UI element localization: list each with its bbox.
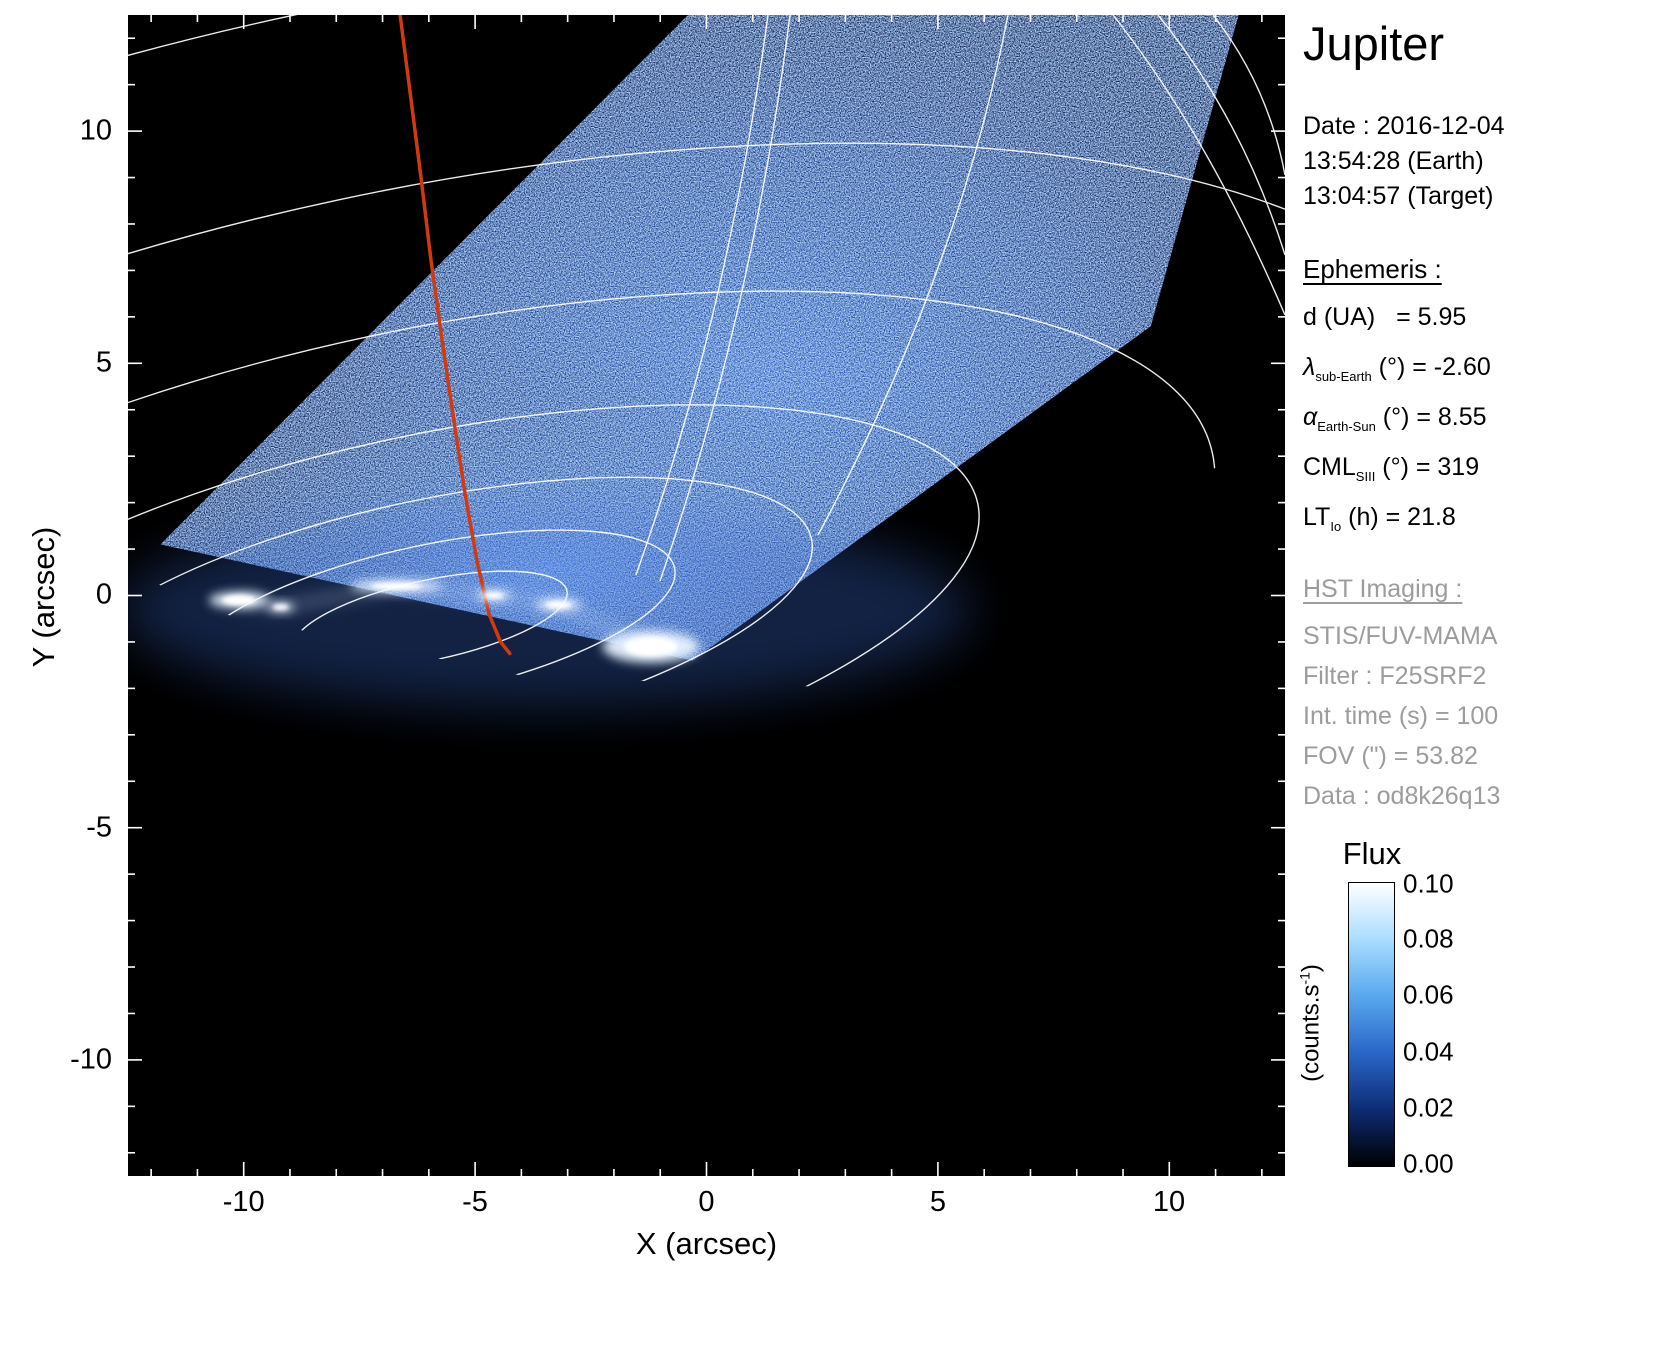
hst-imaging-line: Filter : F25SRF2 <box>1303 662 1487 690</box>
y-axis-title: Y (arcsec) <box>26 526 61 668</box>
colorbar-unit: (counts.s-1) <box>1297 964 1326 1082</box>
ephemeris-value: (°) = -2.60 <box>1371 353 1491 381</box>
ephemeris-line: CMLSIII (°) = 319 <box>1303 447 1675 497</box>
ephemeris-subscript: Io <box>1330 519 1342 534</box>
colorbar-tick-label: 0.00 <box>1403 1148 1454 1179</box>
detector-field-emission <box>128 15 1285 1176</box>
y-tick-label: -10 <box>70 1043 112 1076</box>
colorbar-title: Flux <box>1342 836 1402 871</box>
ephemeris-quantity: α <box>1303 403 1318 431</box>
ephemeris-quantity: LT <box>1303 503 1331 531</box>
colorbar-tick-label: 0.02 <box>1403 1092 1454 1123</box>
colorbar-unit-exponent: -1 <box>1296 972 1313 985</box>
time-target: 13:04:57 (Target) <box>1303 182 1494 210</box>
y-tick-label: 5 <box>95 346 112 379</box>
colorbar-tick-label: 0.10 <box>1403 868 1454 899</box>
colorbar-tick-label: 0.06 <box>1403 979 1454 1010</box>
ephemeris-subscript: sub-Earth <box>1315 369 1372 384</box>
y-tick-label: 10 <box>79 114 112 147</box>
ephemeris-line: d (UA) = 5.95 <box>1303 297 1675 347</box>
axis-tick-marks <box>128 15 1285 1176</box>
footprint-track-and-auroral-spots <box>208 15 700 663</box>
ephemeris-line: LTIo (h) = 21.8 <box>1303 497 1675 547</box>
hst-imaging-list: STIS/FUV-MAMA Filter : F25SRF2 Int. time… <box>1303 616 1675 816</box>
hst-imaging-line: STIS/FUV-MAMA <box>1303 622 1498 650</box>
x-tick-label: -5 <box>462 1186 488 1218</box>
ephemeris-subscript: Earth-Sun <box>1317 419 1376 434</box>
hst-imaging-line: Int. time (s) = 100 <box>1303 702 1499 730</box>
ephemeris-quantity: d (UA) <box>1303 303 1376 331</box>
ephemeris-value: (h) = 21.8 <box>1341 503 1456 531</box>
x-tick-label: 0 <box>698 1186 715 1218</box>
hst-imaging-header: HST Imaging : <box>1303 575 1463 603</box>
x-tick-label: 5 <box>929 1186 947 1218</box>
ephemeris-subscript: SIII <box>1355 469 1376 484</box>
y-tick-label: -5 <box>86 811 112 844</box>
ephemeris-quantity: λ <box>1303 353 1316 381</box>
target-name: Jupiter <box>1303 17 1445 70</box>
ephemeris-header: Ephemeris : <box>1303 254 1442 284</box>
hst-imaging-line: Data : od8k26q13 <box>1303 782 1501 810</box>
y-tick-label: 0 <box>95 578 112 611</box>
aurora-image-plot <box>128 15 1285 1176</box>
ephemeris-line: αEarth-Sun (°) = 8.55 <box>1303 397 1675 447</box>
hst-imaging-line: FOV (") = 53.82 <box>1303 742 1478 770</box>
x-tick-label: -10 <box>222 1186 265 1218</box>
colorbar-unit-pre: (counts.s <box>1297 984 1325 1082</box>
ephemeris-list: d (UA) = 5.95 λsub-Earth (°) = -2.60 αEa… <box>1303 297 1675 547</box>
coordinate-graticule <box>128 15 1285 687</box>
time-earth: 13:54:28 (Earth) <box>1303 147 1484 175</box>
ephemeris-value: (°) = 8.55 <box>1375 403 1487 431</box>
observation-date: Date : 2016-12-04 <box>1303 112 1505 140</box>
ephemeris-line: λsub-Earth (°) = -2.60 <box>1303 347 1675 397</box>
ephemeris-value: (°) = 319 <box>1375 453 1480 481</box>
observation-times: Date : 2016-12-04 13:54:28 (Earth) 13:04… <box>1303 109 1675 214</box>
colorbar-unit-post: ) <box>1297 964 1325 973</box>
flux-colorbar-gradient <box>1348 882 1395 1167</box>
colorbar-tick-label: 0.08 <box>1403 923 1454 954</box>
ephemeris-value: = 5.95 <box>1375 303 1467 331</box>
colorbar-tick-label: 0.04 <box>1403 1036 1454 1067</box>
ephemeris-quantity: CML <box>1303 453 1356 481</box>
x-tick-label: 10 <box>1152 1186 1186 1218</box>
info-panel: Jupiter Date : 2016-12-04 13:54:28 (Eart… <box>1303 16 1675 816</box>
x-axis-title: X (arcsec) <box>635 1226 778 1261</box>
